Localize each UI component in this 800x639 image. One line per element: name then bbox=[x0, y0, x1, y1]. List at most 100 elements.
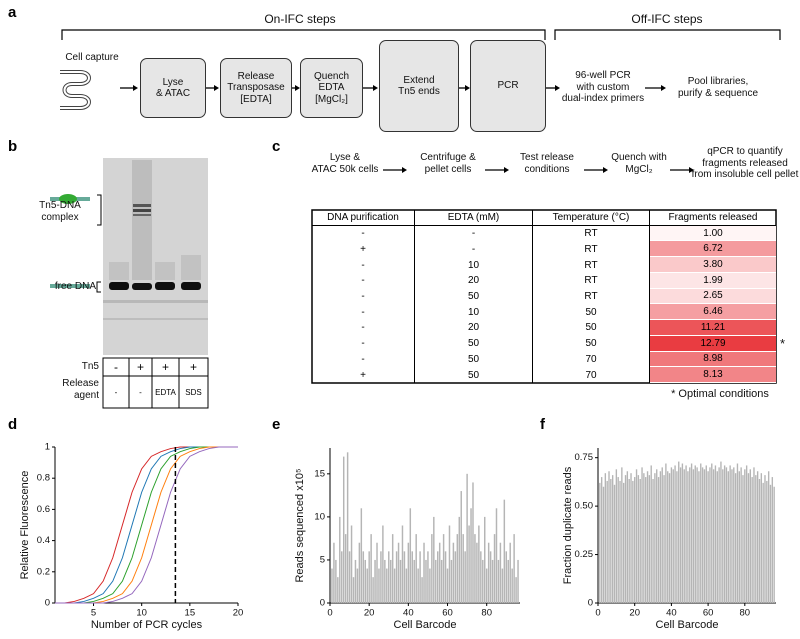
bar bbox=[725, 467, 728, 603]
bar bbox=[639, 479, 641, 603]
y-tick-label: 0.4 bbox=[37, 535, 50, 546]
bar bbox=[599, 482, 601, 603]
bar bbox=[433, 516, 435, 603]
table-cell: RT bbox=[533, 272, 650, 289]
bar bbox=[493, 534, 496, 603]
bar bbox=[623, 482, 625, 603]
bar bbox=[368, 551, 370, 603]
bar bbox=[485, 568, 488, 603]
bar bbox=[602, 486, 605, 603]
y-tick-label: 0.8 bbox=[37, 473, 50, 484]
bar bbox=[389, 559, 392, 603]
bar bbox=[606, 480, 608, 603]
gel-cell: - bbox=[114, 387, 118, 397]
bar bbox=[674, 465, 676, 603]
x-tick-label: 40 bbox=[403, 608, 414, 619]
bar bbox=[683, 469, 685, 603]
bar bbox=[513, 534, 515, 603]
bar bbox=[751, 477, 753, 603]
bar bbox=[382, 525, 384, 603]
table-header: DNA purification bbox=[312, 210, 415, 226]
table-cell: - bbox=[312, 351, 415, 368]
bar bbox=[626, 471, 629, 603]
bar bbox=[766, 480, 768, 603]
bar bbox=[652, 479, 654, 603]
bar bbox=[331, 568, 333, 603]
y-tick-label: 0 bbox=[45, 598, 50, 609]
bar bbox=[731, 469, 733, 603]
curve bbox=[55, 446, 238, 604]
gel-cell: - bbox=[139, 387, 142, 397]
bar bbox=[758, 479, 761, 603]
arrow-heads bbox=[133, 85, 694, 173]
curve bbox=[55, 446, 238, 604]
table-cell: - bbox=[312, 304, 415, 321]
step-box: PCR bbox=[470, 40, 546, 132]
bar bbox=[621, 467, 623, 603]
bar bbox=[427, 551, 429, 603]
y-tick-label: 1 bbox=[45, 442, 50, 453]
row-flag: * bbox=[780, 335, 786, 351]
bar bbox=[681, 463, 684, 603]
gel-bands bbox=[103, 160, 208, 320]
bar bbox=[495, 508, 498, 603]
bar bbox=[610, 479, 612, 603]
table-cell: - bbox=[312, 272, 415, 289]
bar bbox=[755, 475, 757, 603]
bar bbox=[722, 469, 724, 603]
workflow-step: qPCR to quantify fragments released from… bbox=[691, 146, 799, 180]
table-cell: - bbox=[415, 225, 533, 242]
gel-table bbox=[102, 357, 209, 409]
y-tick-label: 0.75 bbox=[575, 452, 594, 463]
bar bbox=[611, 475, 614, 603]
dna-icons bbox=[50, 194, 102, 293]
bar bbox=[740, 467, 742, 603]
y-tick-label: 5 bbox=[320, 554, 325, 565]
fragments-cell: 11.21 bbox=[650, 320, 776, 336]
bar bbox=[771, 477, 774, 603]
gel-label: free DNA bbox=[54, 281, 96, 292]
gel-cell: EDTA bbox=[155, 387, 176, 397]
fragments-cell: 8.98 bbox=[650, 351, 776, 368]
bar bbox=[358, 542, 361, 603]
gel-cell: - bbox=[114, 360, 118, 374]
curve bbox=[55, 446, 238, 604]
bar bbox=[745, 465, 748, 603]
table-cell: 50 bbox=[415, 367, 533, 383]
fragments-cell: 8.13 bbox=[650, 367, 776, 383]
bar bbox=[767, 471, 770, 603]
bar bbox=[517, 559, 519, 603]
bar bbox=[448, 525, 451, 603]
bar bbox=[709, 467, 711, 603]
bar bbox=[378, 568, 380, 603]
table-cell: 70 bbox=[533, 367, 650, 383]
bar bbox=[747, 473, 750, 603]
table-cell: - bbox=[312, 288, 415, 305]
bar bbox=[705, 465, 707, 603]
bar bbox=[694, 465, 696, 603]
bar bbox=[454, 551, 457, 603]
bar bbox=[720, 461, 722, 603]
bar bbox=[511, 568, 513, 603]
bar bbox=[742, 475, 744, 603]
bar bbox=[632, 480, 634, 603]
bar bbox=[734, 473, 737, 603]
bar bbox=[429, 568, 431, 603]
workflow-step: Quench with MgCl₂ bbox=[611, 152, 667, 175]
bar bbox=[764, 475, 766, 603]
table-cell: 50 bbox=[415, 351, 533, 368]
table-cell: 50 bbox=[415, 335, 533, 352]
bar bbox=[366, 568, 368, 603]
table-cell: 70 bbox=[533, 351, 650, 368]
bar bbox=[407, 542, 410, 603]
y-tick-label: 0.50 bbox=[575, 501, 594, 512]
bar bbox=[470, 508, 472, 603]
x-axis-label: Cell Barcode bbox=[656, 619, 719, 631]
bar bbox=[344, 534, 347, 603]
bar bbox=[444, 551, 447, 603]
bar bbox=[756, 471, 759, 603]
bar bbox=[456, 534, 459, 603]
bar bbox=[600, 477, 603, 603]
bar bbox=[714, 465, 717, 603]
